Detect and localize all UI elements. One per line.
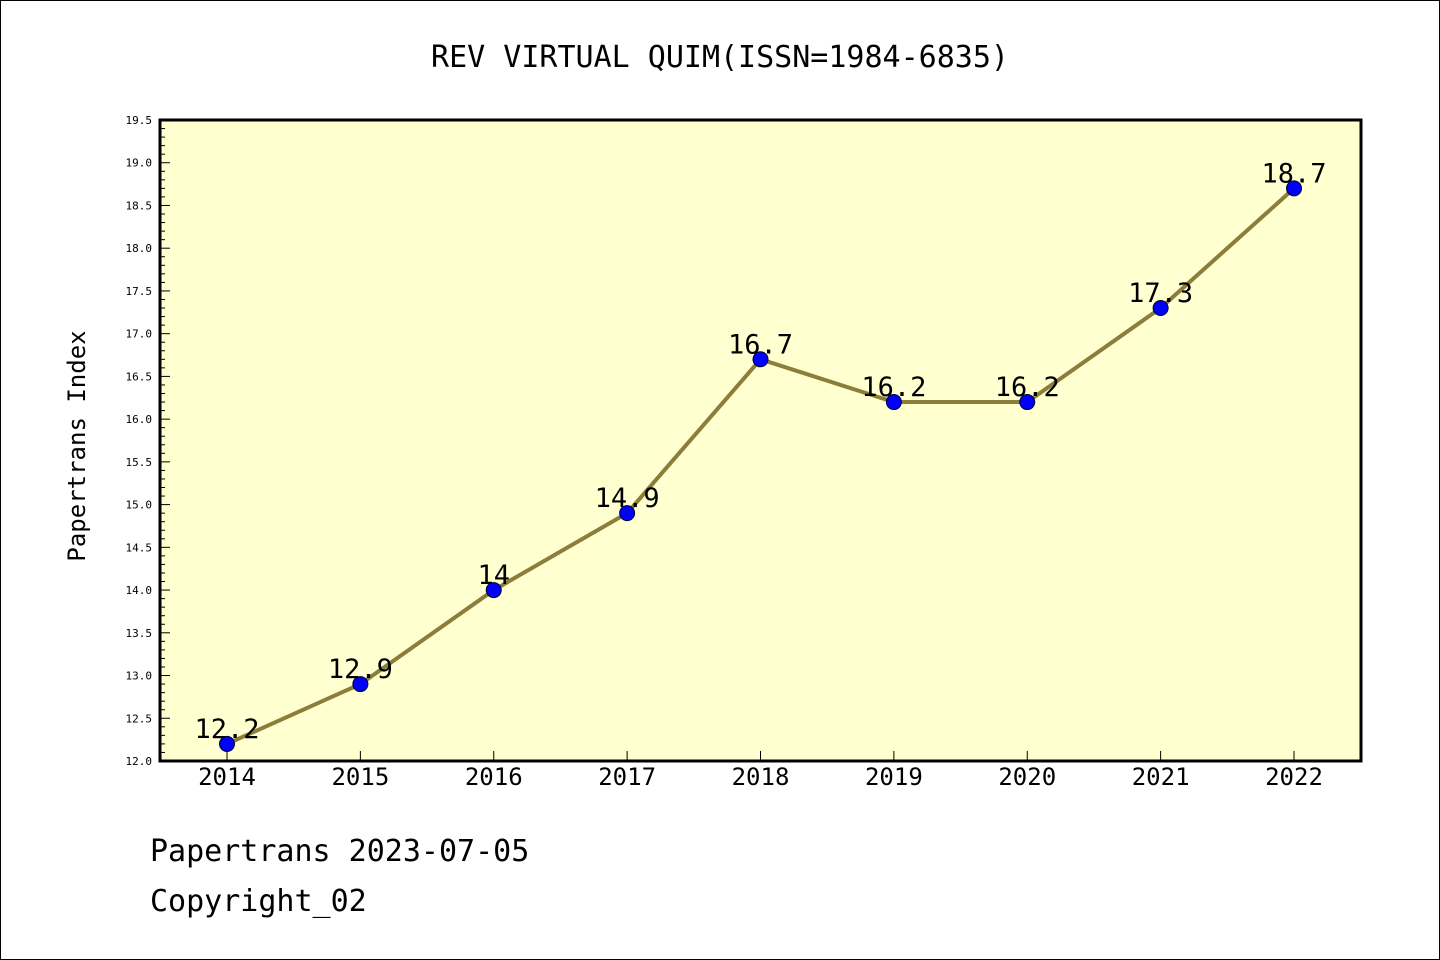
y-tick-label: 12.0: [126, 755, 153, 768]
data-label: 12.2: [194, 714, 259, 745]
y-tick-label: 16.0: [126, 413, 153, 426]
x-tick-label: 2021: [1132, 763, 1190, 791]
data-point: [885, 394, 902, 411]
x-tick-label: 2015: [331, 763, 389, 791]
data-point: [1152, 300, 1169, 317]
data-point: [752, 351, 769, 368]
data-label: 17.3: [1128, 278, 1193, 309]
y-tick-label: 18.5: [126, 199, 153, 212]
chart-title: REV VIRTUAL QUIM(ISSN=1984-6835): [431, 40, 1009, 75]
footer-date: Papertrans 2023-07-05: [150, 834, 530, 869]
y-tick-label: 15.5: [126, 456, 153, 469]
data-point: [1019, 394, 1036, 411]
plot-area: [160, 120, 1361, 761]
x-tick-label: 2018: [732, 763, 790, 791]
data-label: 14.9: [595, 483, 660, 514]
y-tick-label: 17.0: [126, 328, 153, 341]
y-tick-label: 13.0: [126, 670, 153, 683]
x-axis: 2014 2015 2016 2017 2018 2019 2020 2021 2022: [198, 751, 1323, 791]
y-tick-label: 18.0: [126, 242, 153, 255]
y-axis: 12.0 12.5 13.0 13.5 14.0 14.5 15.0 15.5 16.0 16.5…: [126, 114, 170, 768]
y-tick-label: 19.0: [126, 157, 153, 170]
y-tick-label: 13.5: [126, 627, 153, 640]
y-tick-label: 19.5: [126, 114, 153, 127]
data-point: [1286, 180, 1302, 197]
series: 12.2 12.9 14 14.9 16.7 16.2 16.2 17.3 18.7: [194, 158, 1327, 752]
data-label: 14: [477, 560, 510, 591]
data-label: 18.7: [1261, 158, 1326, 189]
data-label: 16.2: [861, 372, 926, 403]
y-axis-label: Papertrans Index: [63, 330, 91, 561]
y-tick-label: 12.5: [126, 712, 153, 725]
x-tick-label: 2022: [1265, 763, 1323, 791]
footer-copyright: Copyright_02: [150, 884, 367, 919]
y-tick-label: 17.5: [126, 285, 153, 298]
y-tick-label: 15.0: [126, 499, 153, 512]
data-point: [485, 582, 502, 599]
data-label: 16.7: [728, 329, 793, 360]
x-tick-label: 2019: [865, 763, 923, 791]
x-tick-label: 2020: [998, 763, 1056, 791]
data-point: [352, 676, 369, 693]
data-point: [219, 735, 235, 752]
x-tick-label: 2017: [598, 763, 656, 791]
data-label: 12.9: [328, 654, 393, 685]
y-tick-label: 16.5: [126, 370, 153, 383]
y-tick-label: 14.5: [126, 541, 153, 554]
y-tick-label: 14.0: [126, 584, 153, 597]
plot-border: [158, 118, 1363, 763]
x-tick-label: 2016: [465, 763, 523, 791]
data-point: [619, 505, 636, 522]
x-tick-label: 2014: [198, 763, 256, 791]
data-label: 16.2: [995, 372, 1060, 403]
